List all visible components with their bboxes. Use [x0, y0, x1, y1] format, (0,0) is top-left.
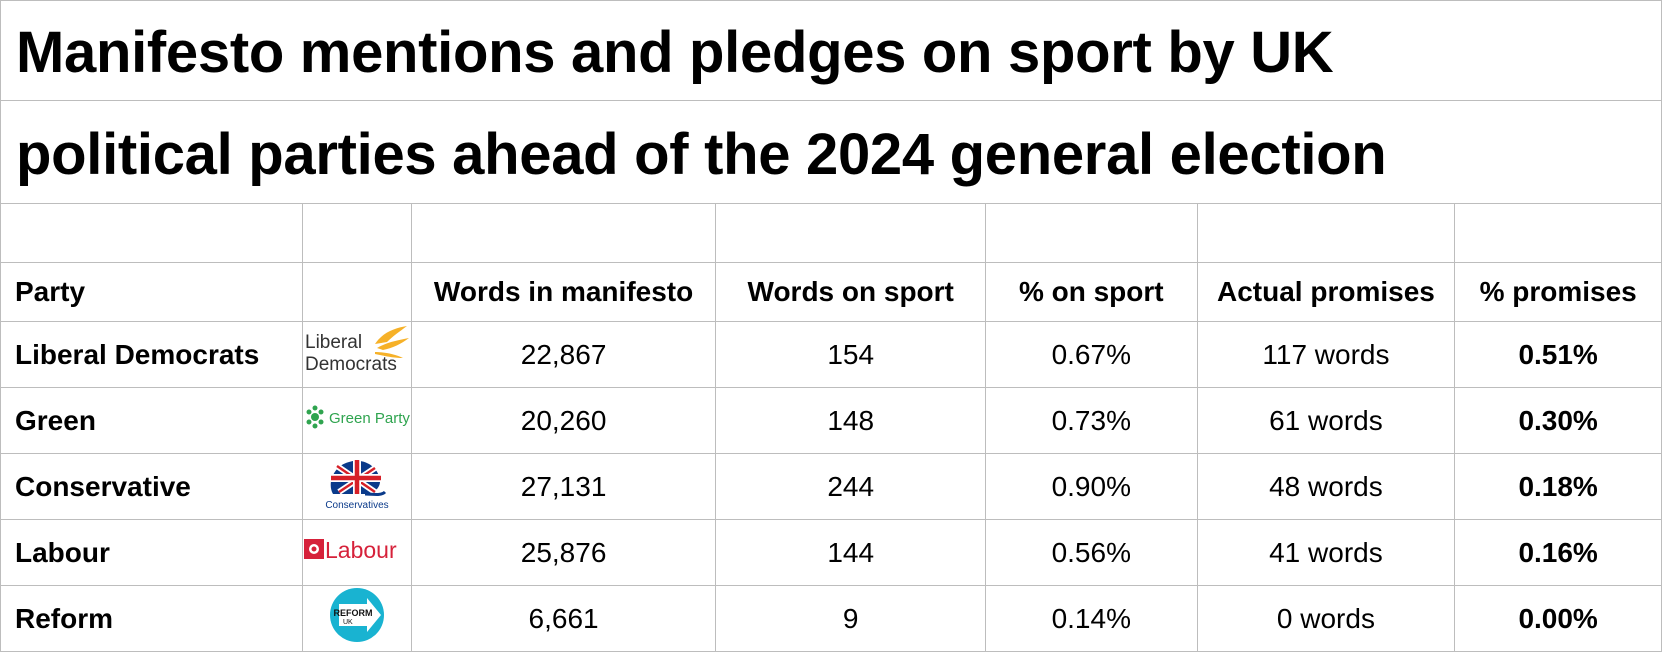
green-party-logo: Green Party: [301, 387, 412, 454]
words-in-manifesto: 27,131: [410, 453, 717, 520]
actual-promises: 117 words: [1196, 321, 1456, 388]
column-header: % on sport: [985, 262, 1198, 322]
words-on-sport: 244: [715, 453, 986, 520]
actual-promises: 61 words: [1196, 387, 1456, 454]
table-row: Liberal Democrats Liberal Democrats 22,8…: [0, 321, 1662, 388]
reform-uk-logo: REFORM UK: [301, 585, 412, 652]
words-on-sport: 148: [715, 387, 986, 454]
chart-title-line-2: political parties ahead of the 2024 gene…: [16, 122, 1387, 187]
words-in-manifesto: 20,260: [410, 387, 717, 454]
column-header: Actual promises: [1196, 262, 1456, 322]
logo-text: REFORM: [333, 608, 372, 618]
percent-on-sport: 0.73%: [985, 387, 1198, 454]
spacer-row: [0, 203, 1662, 263]
percent-promises: 0.16%: [1454, 519, 1662, 586]
words-in-manifesto: 6,661: [410, 585, 717, 652]
party-name: Liberal Democrats: [0, 321, 303, 388]
words-in-manifesto: 25,876: [410, 519, 717, 586]
party-name: Labour: [0, 519, 303, 586]
party-name: Green: [0, 387, 303, 454]
percent-on-sport: 0.56%: [985, 519, 1198, 586]
words-on-sport: 144: [715, 519, 986, 586]
actual-promises: 41 words: [1196, 519, 1456, 586]
table-row: Green Green Party 20,260 148 0.73% 61 wo…: [0, 387, 1662, 454]
column-header: % promises: [1454, 262, 1662, 322]
column-header: [301, 262, 412, 322]
column-header: Party: [0, 262, 303, 322]
title-row-1: Manifesto mentions and pledges on sport …: [0, 0, 1662, 100]
liberal-democrats-logo: Liberal Democrats: [301, 321, 412, 388]
column-header: Words in manifesto: [410, 262, 717, 322]
logo-text: Conservatives: [325, 500, 388, 511]
percent-on-sport: 0.14%: [985, 585, 1198, 652]
actual-promises: 48 words: [1196, 453, 1456, 520]
words-on-sport: 9: [715, 585, 986, 652]
data-table: Party Words in manifesto Words on sport …: [0, 203, 1662, 652]
logo-text: Liberal: [305, 332, 362, 353]
title-row-2: political parties ahead of the 2024 gene…: [0, 100, 1662, 203]
percent-promises: 0.00%: [1454, 585, 1662, 652]
percent-promises: 0.30%: [1454, 387, 1662, 454]
table-row: Reform REFORM UK 6,661 9 0.14% 0 words 0…: [0, 585, 1662, 652]
percent-promises: 0.18%: [1454, 453, 1662, 520]
earth-icon: [306, 405, 324, 429]
chart-title-line-1: Manifesto mentions and pledges on sport …: [16, 20, 1334, 85]
percent-promises: 0.51%: [1454, 321, 1662, 388]
party-name: Reform: [0, 585, 303, 652]
union-tree-icon: [330, 460, 386, 496]
table-row: Labour Labour 25,876 144 0.56% 41 words …: [0, 519, 1662, 586]
logo-text: Labour: [325, 537, 397, 563]
percent-on-sport: 0.90%: [985, 453, 1198, 520]
logo-text: Green Party: [329, 410, 410, 427]
logo-text: Democrats: [305, 354, 397, 375]
table-row: Conservative Conservatives 27,131 244 0.…: [0, 453, 1662, 520]
words-on-sport: 154: [715, 321, 986, 388]
header-row: Party Words in manifesto Words on sport …: [0, 262, 1662, 322]
conservatives-logo: Conservatives: [301, 453, 412, 520]
actual-promises: 0 words: [1196, 585, 1456, 652]
labour-logo: Labour: [301, 519, 412, 586]
words-in-manifesto: 22,867: [410, 321, 717, 388]
bird-icon: [374, 326, 409, 358]
column-header: Words on sport: [715, 262, 986, 322]
logo-text: UK: [343, 619, 353, 626]
percent-on-sport: 0.67%: [985, 321, 1198, 388]
party-name: Conservative: [0, 453, 303, 520]
